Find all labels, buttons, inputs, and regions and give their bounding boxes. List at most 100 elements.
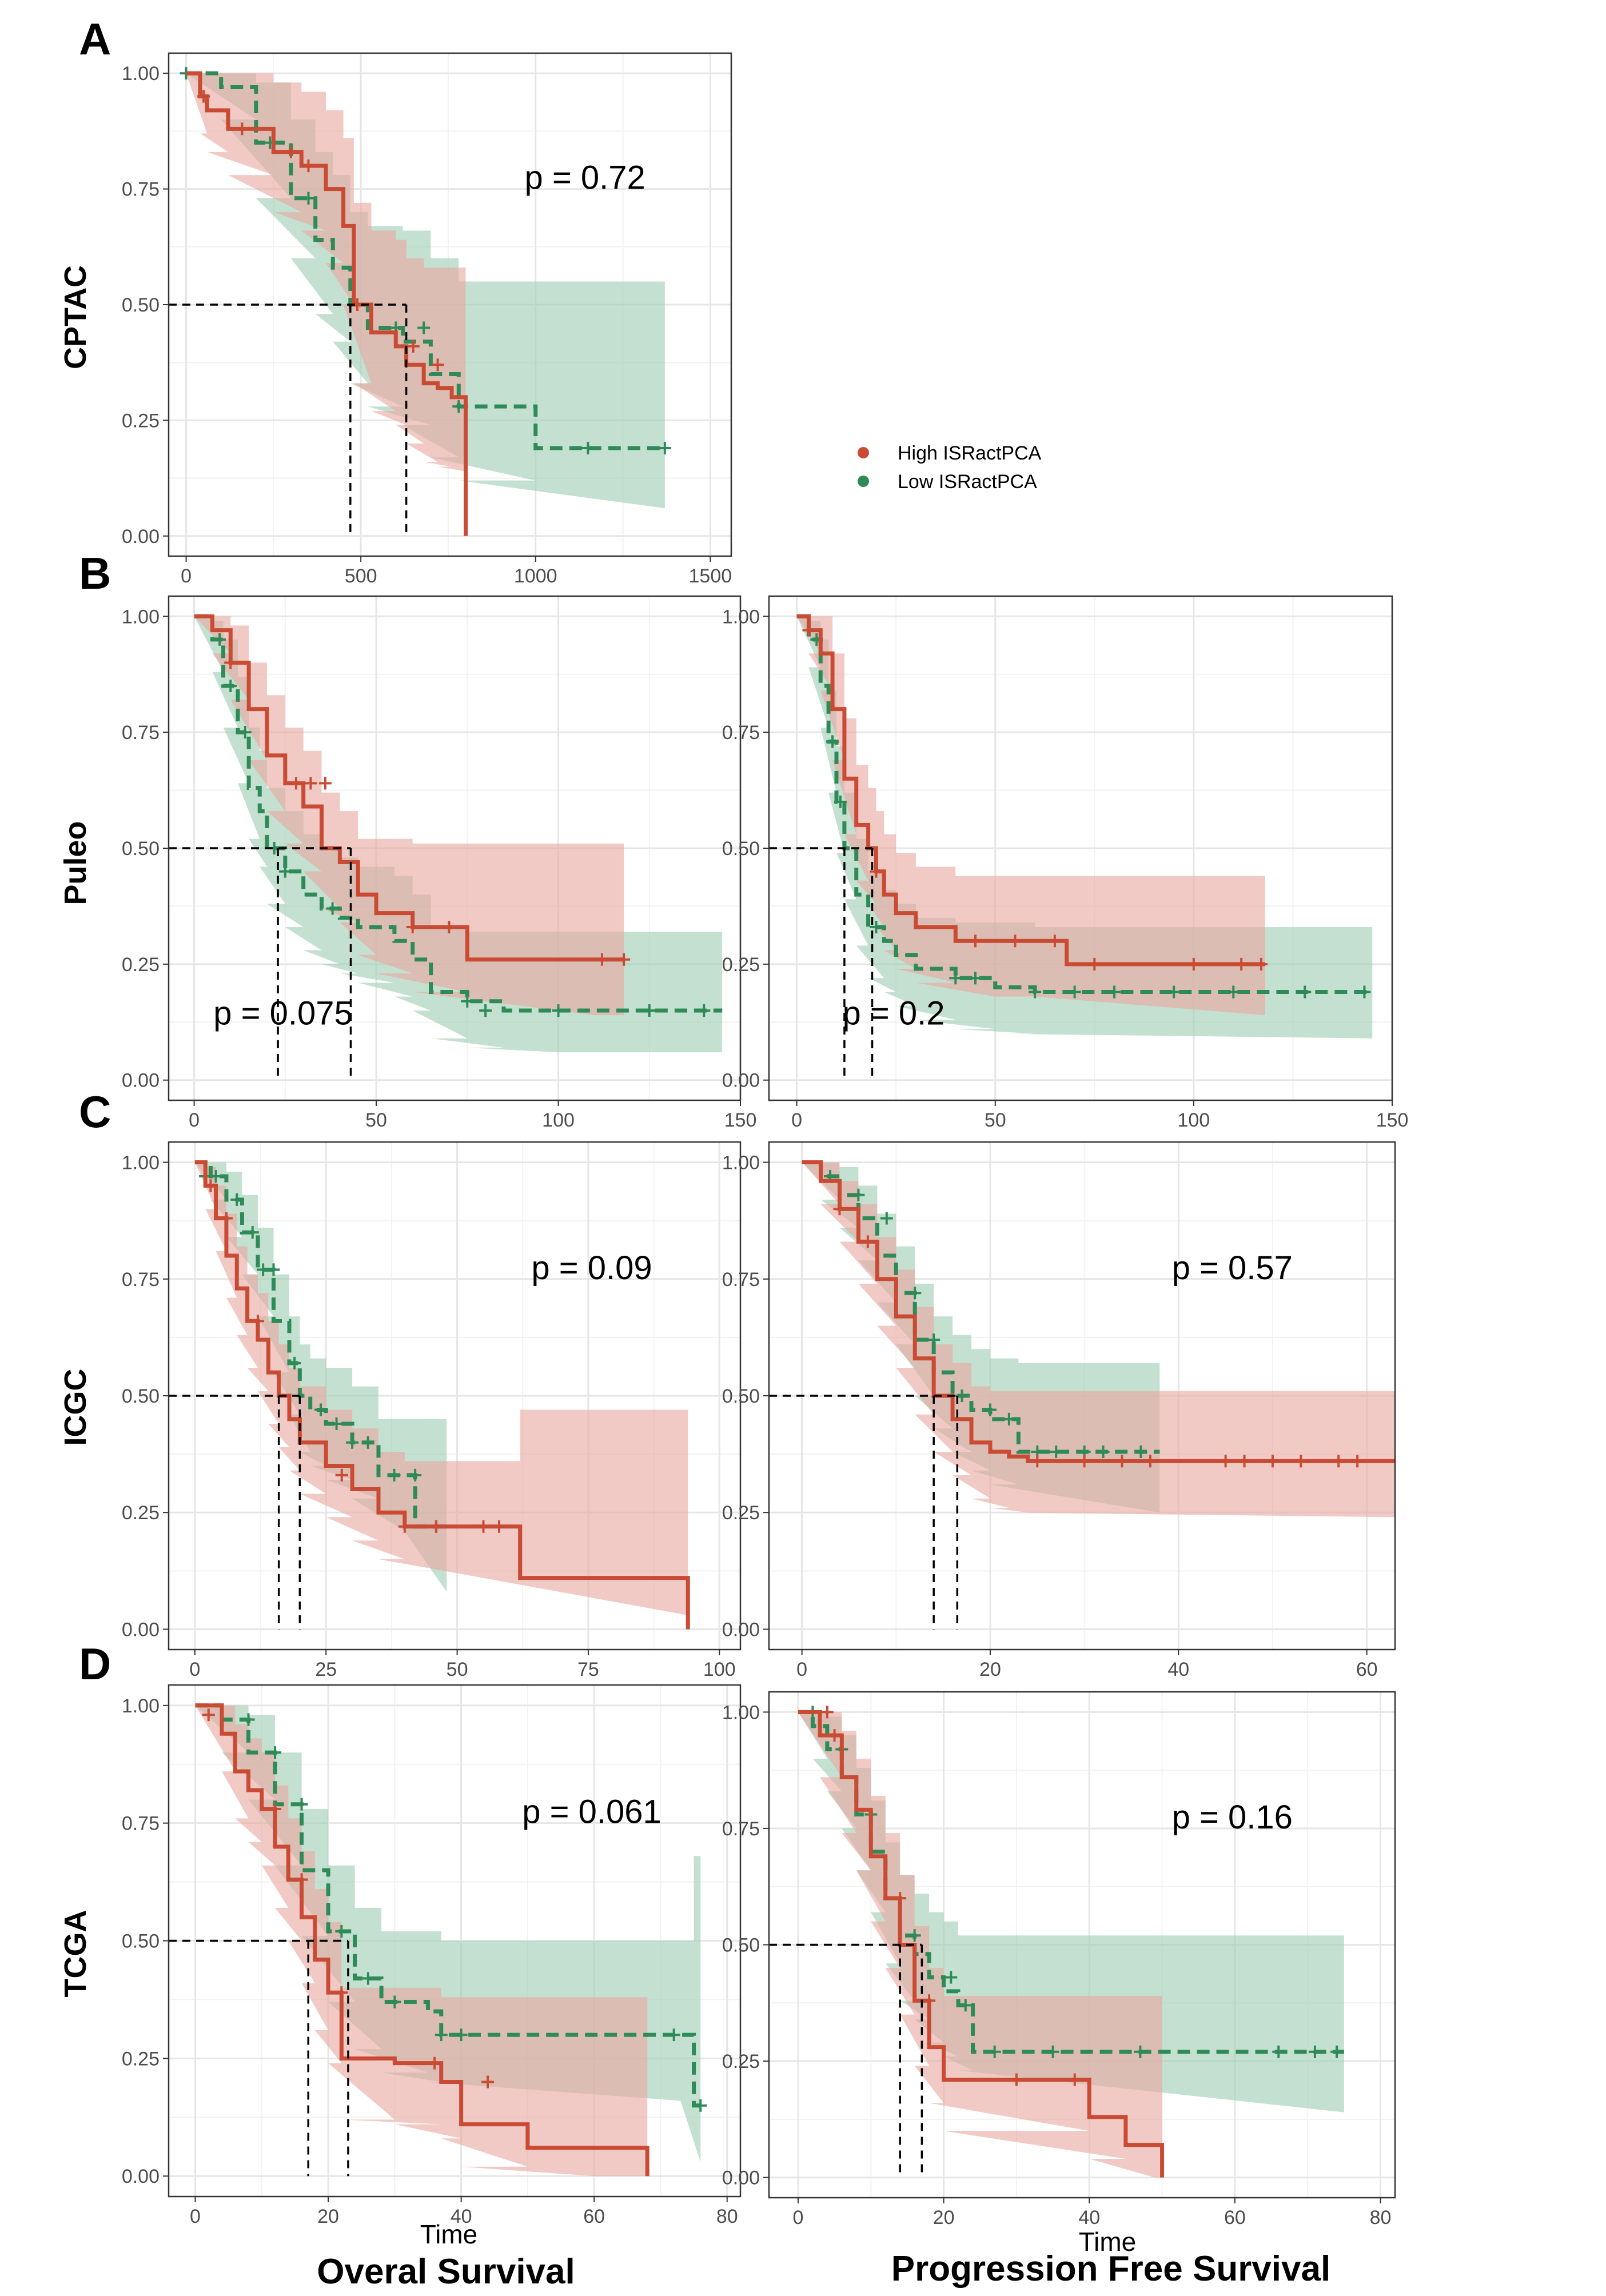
censor-mark-low — [335, 1925, 348, 1938]
censor-mark-high — [429, 1520, 443, 1533]
censor-mark-low — [969, 972, 982, 985]
censor-mark-low — [880, 1212, 893, 1225]
x-tick-label: 40 — [1078, 2207, 1100, 2229]
km-panel-D-pfs: 0.00 0.25 0.50 0.75 1.00 0 20 40 60 80 p = 0.16 — [722, 1691, 1396, 2229]
y-tick-label: 1.00 — [722, 1152, 760, 1174]
y-tick-label: 1.00 — [122, 606, 160, 628]
y-tick-label: 0.75 — [722, 1269, 760, 1291]
y-tick-label: 0.25 — [122, 954, 160, 976]
censor-mark-low — [361, 1972, 374, 1985]
x-axis-title-pfs: Time — [1079, 2227, 1137, 2257]
panel-letter-b: B — [79, 548, 111, 598]
censor-mark-high — [1009, 935, 1022, 948]
censor-mark-high — [923, 1994, 936, 2007]
censor-mark-high — [443, 920, 456, 933]
legend-marker-low — [858, 476, 869, 487]
censor-mark-low — [388, 1995, 401, 2008]
censor-mark-high — [197, 90, 210, 103]
censor-mark-high — [617, 953, 631, 966]
censor-mark-low — [1029, 985, 1042, 999]
censor-mark-low — [209, 1170, 222, 1183]
x-tick-label: 20 — [317, 2206, 339, 2227]
survival-curve-high — [186, 71, 468, 536]
censor-mark-high — [1031, 1455, 1044, 1468]
survival-curve-low — [195, 1703, 701, 2108]
censor-mark-low — [1050, 1446, 1063, 1459]
censor-mark-low — [870, 920, 883, 933]
footer-overall-survival: Overal Survival — [317, 2252, 575, 2291]
censor-mark-low — [230, 1193, 244, 1206]
censor-mark-high — [1078, 1455, 1091, 1468]
censor-mark-high — [202, 1708, 215, 1722]
censor-mark-low — [658, 441, 671, 454]
y-tick-label: 0.25 — [122, 2048, 160, 2070]
censor-mark-low — [988, 2045, 1001, 2058]
y-tick-label: 0.75 — [122, 179, 160, 201]
plot-area — [169, 1703, 707, 2177]
censor-mark-high — [318, 777, 332, 790]
censor-mark-low — [1046, 2045, 1059, 2058]
censor-mark-high — [1115, 1455, 1129, 1468]
censor-mark-low — [1330, 2045, 1344, 2058]
censor-mark-high — [1235, 957, 1248, 971]
x-tick-label: 0 — [796, 1659, 807, 1680]
censor-mark-low — [452, 400, 465, 413]
y-tick-label: 0.50 — [722, 1935, 760, 1956]
censor-mark-low — [242, 1713, 255, 1726]
y-tick-label: 0.00 — [722, 2167, 760, 2189]
y-tick-label: 0.25 — [722, 1502, 760, 1524]
plot-frame — [768, 595, 1393, 1101]
censor-mark-high — [304, 777, 317, 790]
censor-mark-low — [1002, 1412, 1015, 1425]
x-tick-label: 40 — [1167, 1659, 1189, 1680]
panel-letter-d: D — [79, 1639, 111, 1689]
censor-mark-high — [284, 145, 297, 158]
censor-mark-low — [269, 1746, 282, 1759]
y-tick-label: 0.50 — [122, 294, 160, 316]
x-tick-label: 50 — [365, 1109, 387, 1131]
censor-mark-high — [861, 1235, 874, 1248]
plot-frame — [168, 1684, 742, 2198]
censor-mark-low — [1097, 1446, 1110, 1459]
censor-mark-low — [278, 865, 292, 878]
censor-mark-low — [1068, 985, 1081, 999]
km-panel-A-os: 0.00 0.25 0.50 0.75 1.00 0 500 1000 1500 p = 0.72 — [122, 52, 732, 587]
y-tick-label: 1.00 — [722, 1702, 760, 1723]
censor-mark-low — [213, 633, 226, 646]
censor-mark-high — [224, 656, 237, 669]
censor-mark-low — [314, 1403, 328, 1416]
x-tick-label: 60 — [583, 2206, 605, 2227]
censor-mark-high — [1238, 1455, 1251, 1468]
censor-mark-low — [288, 1356, 301, 1369]
censor-mark-high — [236, 122, 249, 135]
survival-curve-low — [186, 71, 665, 450]
censor-mark-high — [1266, 1455, 1279, 1468]
censor-mark-high — [220, 1212, 233, 1225]
km-panel-B-pfs: 0.00 0.25 0.50 0.75 1.00 0 50 100 150 p = 0.2 — [722, 595, 1409, 1131]
censor-mark-low — [361, 1436, 374, 1449]
y-tick-label: 0.50 — [722, 838, 760, 860]
confidence-band-high — [186, 73, 466, 472]
censor-mark-low — [267, 1263, 280, 1276]
plot-frame — [768, 1691, 1396, 2199]
x-tick-label: 0 — [189, 1659, 200, 1680]
y-tick-label: 0.75 — [122, 1269, 160, 1291]
x-tick-label: 60 — [1224, 2207, 1246, 2229]
x-tick-label: 150 — [1376, 1109, 1409, 1131]
censor-mark-low — [983, 1403, 997, 1416]
y-tick-label: 0.25 — [722, 954, 760, 976]
censor-mark-high — [302, 159, 315, 173]
x-tick-label: 100 — [542, 1109, 575, 1131]
censor-mark-low — [908, 1287, 922, 1300]
x-tick-label: 150 — [724, 1109, 757, 1131]
y-tick-label: 0.00 — [722, 1070, 760, 1092]
censor-mark-high — [269, 1802, 282, 1815]
censor-mark-low — [945, 1971, 958, 1984]
censor-mark-low — [257, 1263, 270, 1276]
legend: High ISRactPCA Low ISRactPCA — [858, 442, 1042, 493]
censor-mark-low — [302, 191, 315, 205]
x-tick-label: 60 — [1356, 1659, 1378, 1680]
x-tick-label: 0 — [181, 565, 192, 587]
p-value-label: p = 0.57 — [1172, 1249, 1293, 1287]
y-tick-label: 0.00 — [122, 1070, 160, 1092]
